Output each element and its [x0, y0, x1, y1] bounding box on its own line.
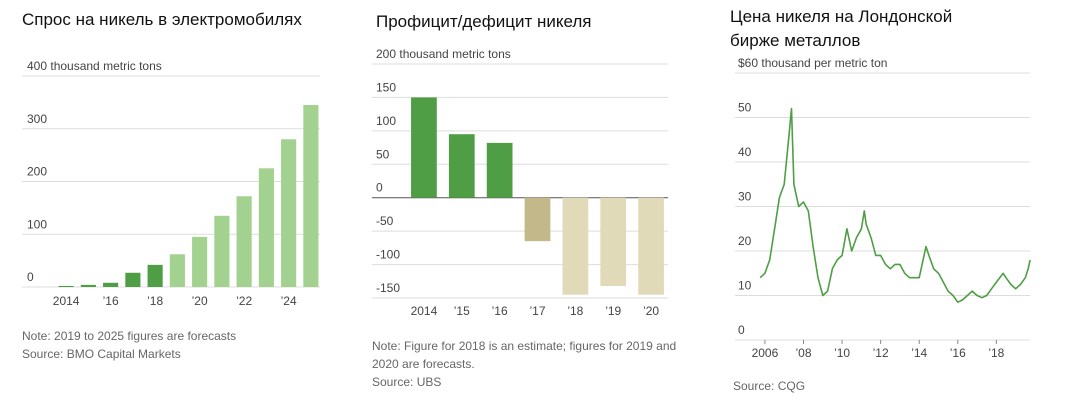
bar: [103, 282, 119, 287]
y-tick-label: 20: [738, 234, 752, 248]
price-line: [759, 107, 1031, 303]
y-tick-label: 30: [738, 190, 752, 204]
y-tick-label: 150: [376, 80, 396, 94]
y-tick-label: 200 thousand metric tons: [376, 47, 511, 61]
bar: [281, 139, 297, 287]
bar: [638, 197, 664, 295]
y-tick-label: 100: [27, 217, 47, 231]
x-tick-label: ’20: [192, 294, 208, 308]
bar: [524, 197, 551, 242]
x-tick-label: ’16: [492, 304, 508, 318]
note: Note: 2019 to 2025 figures are forecasts: [22, 329, 237, 343]
x-tick-label: ’16: [103, 294, 119, 308]
bar: [169, 254, 185, 287]
notes: Source: CQG: [733, 377, 1033, 395]
x-tick-label: ’15: [454, 304, 470, 318]
note: Note: Figure for 2018 is an estimate; fi…: [372, 339, 677, 371]
x-tick-label: ’17: [529, 304, 545, 318]
y-tick-label: 0: [376, 181, 383, 195]
x-tick-label: ’16: [950, 346, 966, 360]
bar: [125, 272, 141, 287]
x-tick-label: ’10: [834, 346, 850, 360]
y-tick-label: 300: [27, 112, 47, 126]
y-tick-label: 200: [27, 165, 47, 179]
x-tick-label: ’19: [605, 304, 621, 318]
x-tick-label: 2014: [53, 294, 80, 308]
bar: [236, 196, 252, 287]
source: Source: UBS: [372, 375, 442, 389]
chart-title: Цена никеля на Лондонской бирже металлов: [730, 7, 953, 50]
y-tick-label: 50: [738, 101, 752, 115]
bar: [192, 236, 208, 287]
bar: [562, 197, 589, 295]
x-tick-label: ’18: [988, 346, 1004, 360]
x-tick-label: 2014: [411, 304, 438, 318]
bar: [258, 168, 274, 287]
x-tick-label: ’24: [281, 294, 297, 308]
y-tick-label: 400 thousand metric tons: [27, 59, 162, 73]
source: Source: CQG: [733, 379, 806, 393]
x-tick-label: ’12: [873, 346, 889, 360]
y-tick-label: 100: [376, 114, 396, 128]
x-tick-label: ’20: [643, 304, 659, 318]
x-tick-label: ’22: [236, 294, 252, 308]
chart-title: Спрос на никель в электромобилях: [22, 10, 302, 29]
chart-title: Профицит/дефицит никеля: [376, 12, 592, 31]
x-tick-label: ’14: [911, 346, 927, 360]
y-tick-label: 50: [376, 147, 390, 161]
y-tick-label: 40: [738, 145, 752, 159]
bar: [600, 197, 627, 286]
bar: [147, 264, 163, 287]
x-tick-label: ’08: [795, 346, 811, 360]
bar: [58, 285, 74, 287]
x-tick-label: ’18: [567, 304, 583, 318]
bar: [448, 134, 475, 198]
notes: Note: Figure for 2018 is an estimate; fi…: [372, 337, 697, 391]
y-tick-label: -100: [376, 248, 400, 262]
bar: [486, 142, 513, 198]
bar: [303, 105, 319, 287]
x-tick-label: ’18: [147, 294, 163, 308]
x-tick-label: 2006: [752, 346, 779, 360]
bar: [411, 97, 437, 198]
notes: Note: 2019 to 2025 figures are forecasts…: [22, 327, 342, 363]
bar: [214, 215, 230, 287]
source: Source: BMO Capital Markets: [22, 347, 181, 361]
y-tick-label: 10: [738, 279, 752, 293]
y-tick-label: -150: [376, 281, 400, 295]
y-tick-label: $60 thousand per metric ton: [738, 56, 887, 70]
bar: [80, 284, 96, 287]
y-tick-label: 0: [738, 323, 745, 337]
y-tick-label: 0: [27, 270, 34, 284]
y-tick-label: -50: [376, 214, 394, 228]
